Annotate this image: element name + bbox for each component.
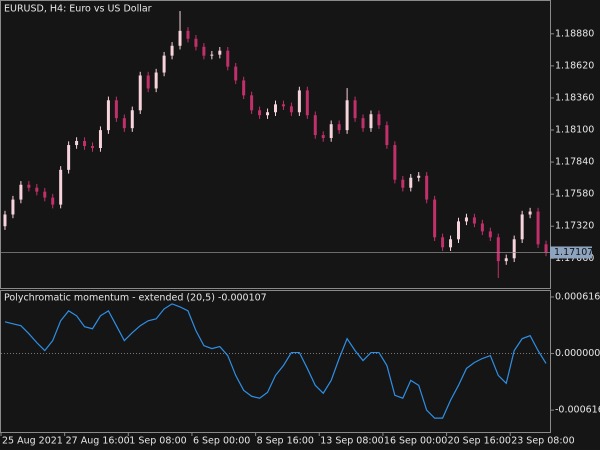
candle-body <box>43 191 47 198</box>
candle-body <box>91 146 94 149</box>
candle-body <box>186 30 190 39</box>
candle-body <box>528 211 532 215</box>
candle-body <box>281 104 285 107</box>
x-tick-label: 23 Sep 08:00 <box>511 436 574 447</box>
last-price-box <box>550 246 592 259</box>
y-tick-label: 1.17320 <box>555 221 594 232</box>
candle-body <box>226 50 230 67</box>
y-tick-label: 1.18100 <box>555 125 594 136</box>
candle-body <box>67 145 71 170</box>
indicator-title: Polychromatic momentum - extended (20,5)… <box>4 293 267 304</box>
x-tick-label: 6 Sep 00:00 <box>193 436 250 447</box>
candle-body <box>345 100 349 131</box>
candle-body <box>504 258 508 262</box>
candle-body <box>19 184 23 200</box>
y-tick-label: 1.17580 <box>555 189 594 200</box>
candle-body <box>146 75 150 89</box>
candle-body <box>106 100 110 131</box>
main-panel-frame <box>0 0 551 289</box>
candle-body <box>457 221 460 240</box>
candle-body <box>321 135 325 139</box>
candle-body <box>544 244 548 253</box>
candle-body <box>385 125 389 146</box>
candle-body <box>496 237 500 262</box>
y-tick-label: 1.18620 <box>555 60 594 71</box>
candle-body <box>3 214 7 227</box>
y-tick-label: -0.000616 <box>555 405 600 416</box>
candle-body <box>162 55 166 73</box>
indicator-panel-frame <box>0 290 551 433</box>
candle-body <box>27 184 31 188</box>
candle-body <box>114 100 118 119</box>
y-tick-label: 1.18360 <box>555 92 594 103</box>
candle-body <box>242 80 246 96</box>
x-tick-label: 25 Aug 2021 <box>2 436 63 447</box>
candle-body <box>194 38 198 47</box>
candle-body <box>512 239 516 259</box>
candle-body <box>353 100 357 119</box>
candle-body <box>361 118 365 129</box>
candle-body <box>138 75 142 111</box>
candle-body <box>449 239 453 248</box>
candle-body <box>274 104 277 113</box>
candle-body <box>401 179 405 188</box>
x-tick-label: 8 Sep 16:00 <box>257 436 314 447</box>
chart-title: EURUSD, H4: Euro vs US Dollar <box>4 4 152 15</box>
candle-body <box>377 114 381 126</box>
candle-body <box>409 177 413 188</box>
candle-body <box>258 110 262 116</box>
y-tick-label: 0.000000 <box>555 348 600 359</box>
candle-body <box>433 199 437 238</box>
candle-body <box>289 106 293 113</box>
y-tick-label: 0.000616 <box>555 291 600 302</box>
candle-body <box>313 115 317 136</box>
candle-body <box>59 169 63 205</box>
candle-body <box>154 72 158 89</box>
y-tick-label: 1.18880 <box>555 28 594 39</box>
candle-body <box>218 50 222 55</box>
candle-body <box>329 124 333 139</box>
y-tick-label: 1.17840 <box>555 157 594 168</box>
candle-body <box>480 223 484 232</box>
candle-body <box>234 66 238 81</box>
candle-body <box>536 211 540 245</box>
candle-body <box>178 30 182 46</box>
candle-body <box>488 231 492 238</box>
x-tick-label: 13 Sep 08:00 <box>320 436 383 447</box>
candle-body <box>122 118 126 129</box>
candle-body <box>98 130 102 149</box>
x-tick-label: 16 Sep 00:00 <box>384 436 447 447</box>
x-tick-label: 20 Sep 16:00 <box>448 436 511 447</box>
candle-body <box>441 237 445 248</box>
candle-body <box>425 175 429 200</box>
candle-body <box>35 187 39 192</box>
indicator-line <box>4 303 547 419</box>
x-tick-label: 1 Sep 08:00 <box>129 436 186 447</box>
candle-body <box>520 214 524 240</box>
candle-body <box>250 95 254 111</box>
candle-body <box>393 145 397 180</box>
candle-body <box>202 46 206 56</box>
candle-body <box>305 90 309 116</box>
candle-body <box>11 199 15 215</box>
candle-body <box>210 54 214 56</box>
candle-body <box>417 175 421 178</box>
candle-body <box>170 45 174 56</box>
candle-body <box>130 110 134 129</box>
candle-body <box>75 140 79 146</box>
x-tick-label: 27 Aug 16:00 <box>66 436 130 447</box>
candle-body <box>464 217 468 222</box>
candle-body <box>369 114 373 129</box>
last-price-label: 1.17107 <box>554 247 593 258</box>
candle-body <box>83 140 87 147</box>
candle-body <box>297 90 301 113</box>
candle-body <box>51 197 55 205</box>
candle-body <box>266 112 270 116</box>
candle-body <box>337 124 341 131</box>
candle-body <box>472 217 476 224</box>
